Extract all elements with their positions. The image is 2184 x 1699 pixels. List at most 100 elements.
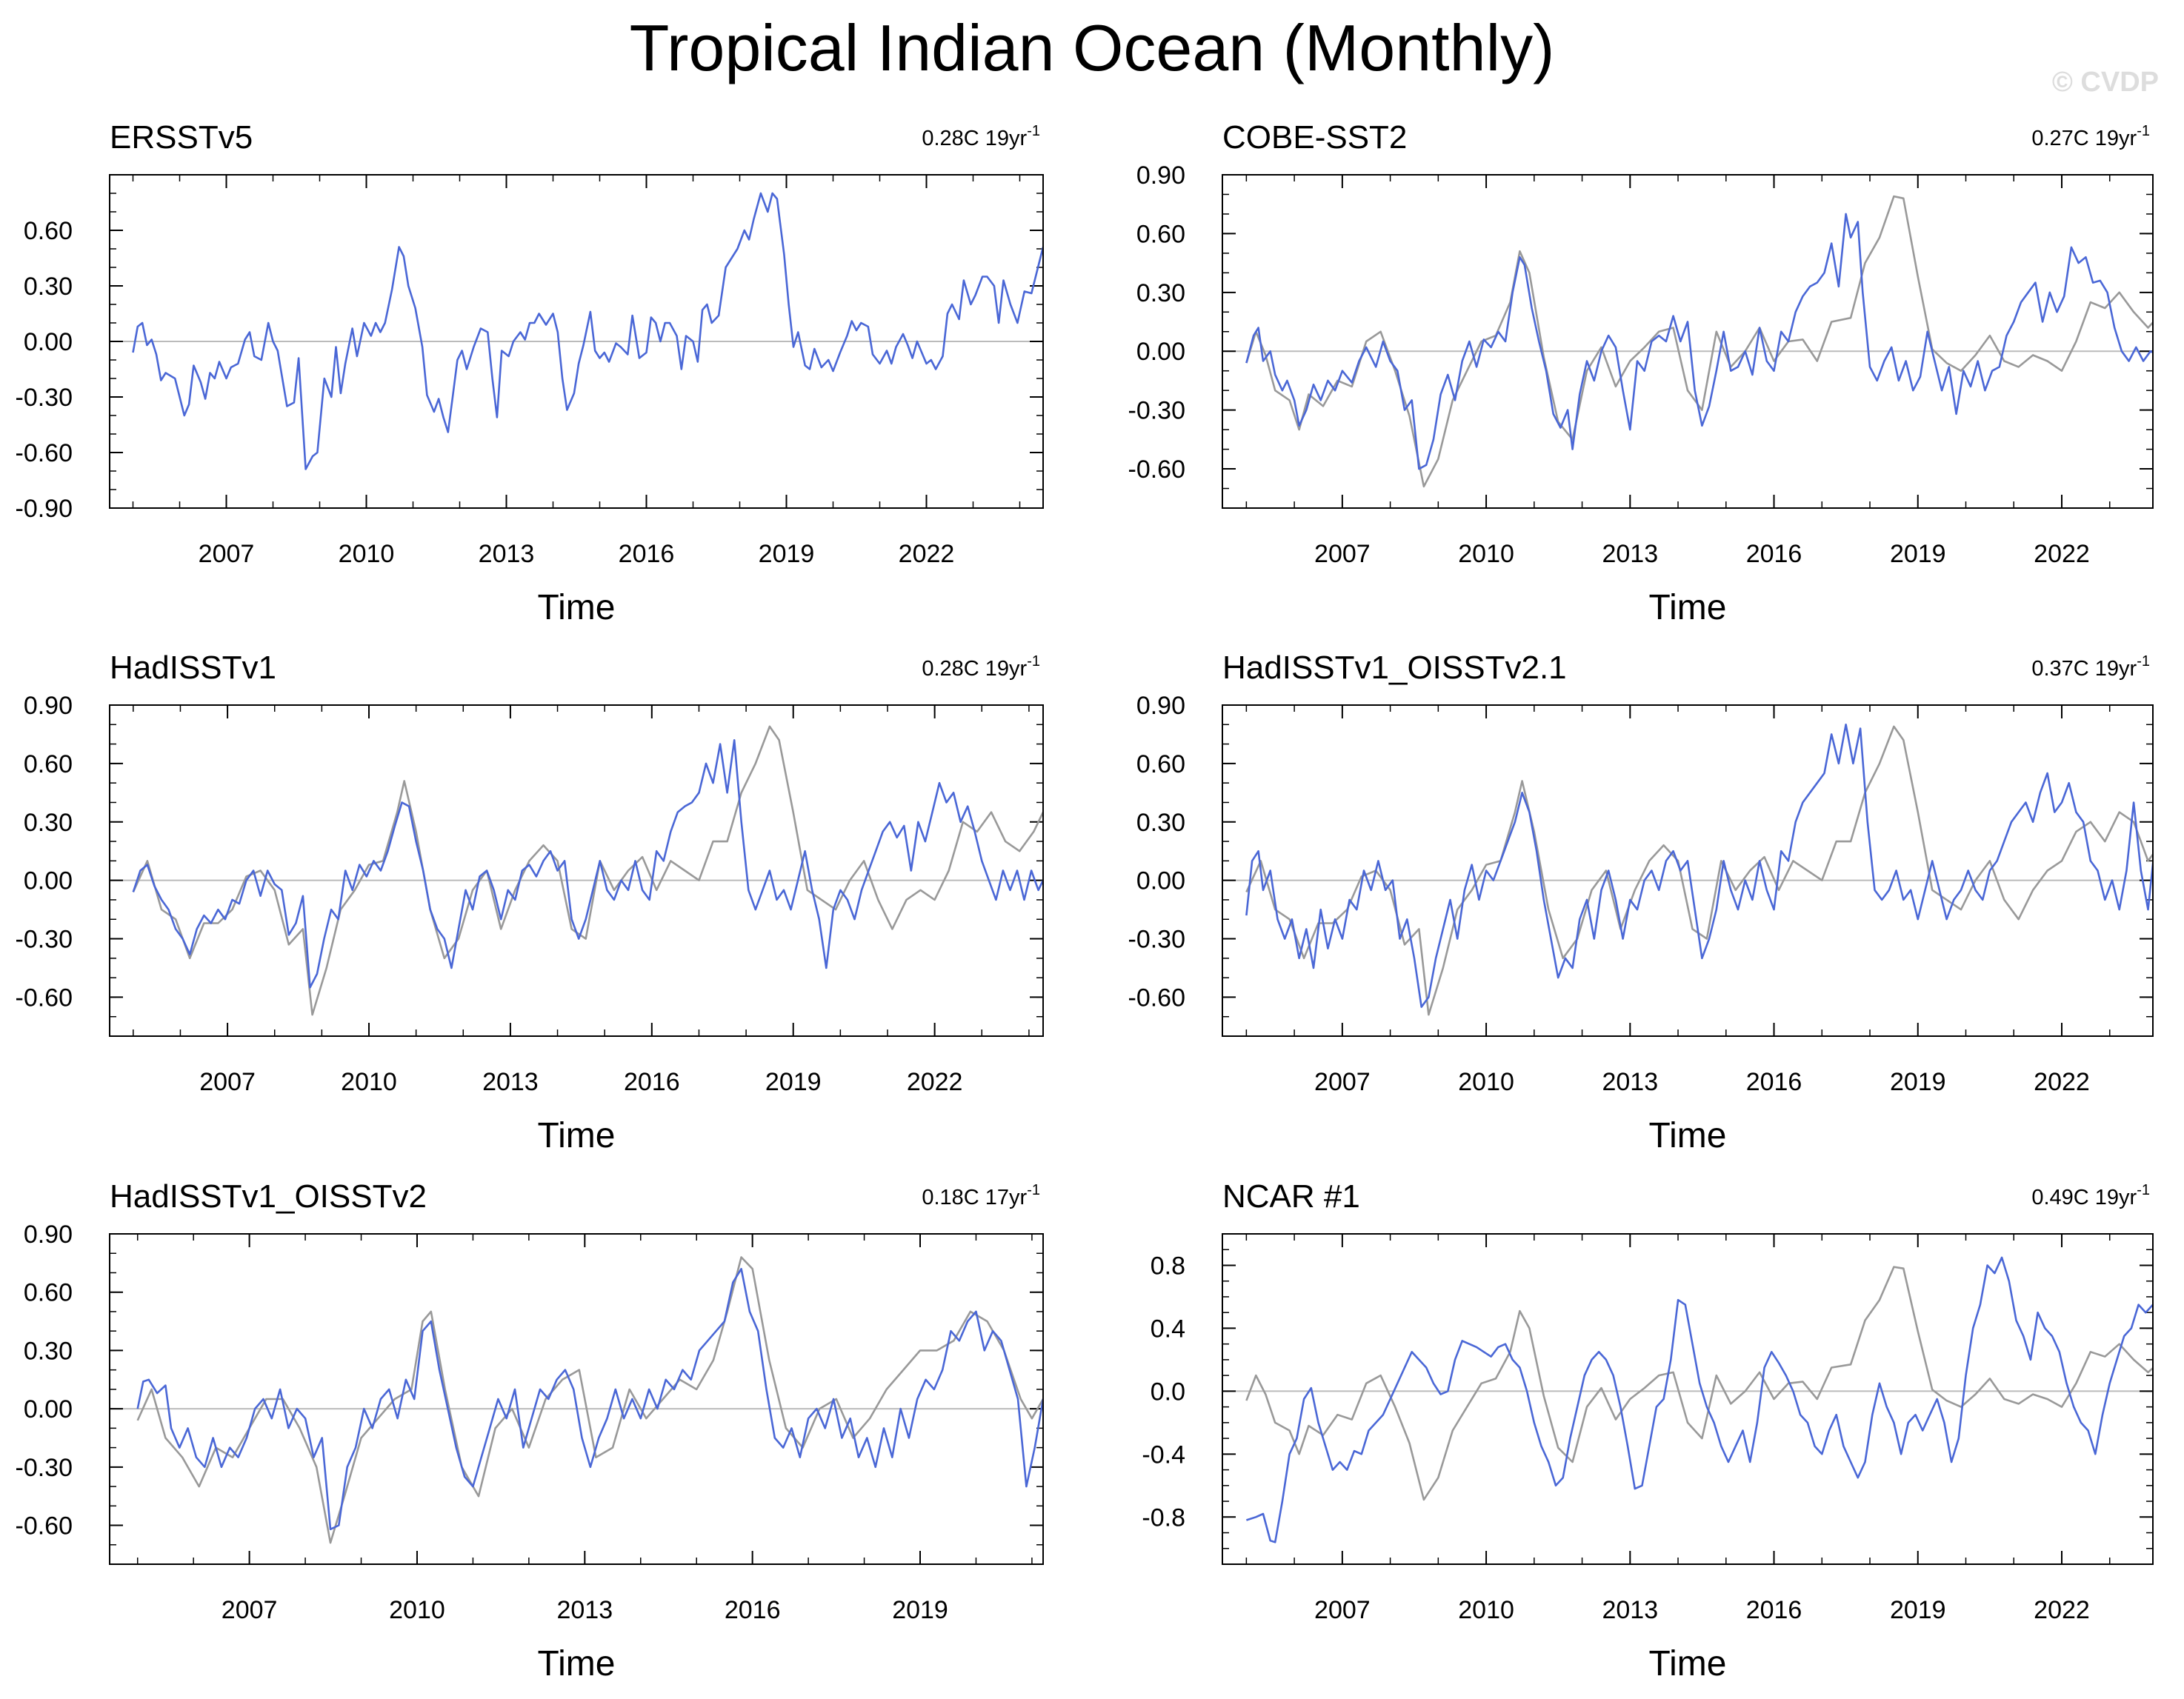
x-tick-label: 2019 (1890, 1068, 1946, 1096)
observed-series-line (1245, 725, 2153, 1016)
x-tick-label: 2022 (2034, 1068, 2090, 1096)
panel: HadISSTv1_OISSTv2 0.18C 17yr-1 2007 2010 201… (16, 1178, 1044, 1683)
trend-value: 0.49C 19yr (2031, 1186, 2137, 1209)
panel: ERSSTv5 0.28C 19yr-1 2007 2010 2013 2016 2019 2… (16, 119, 1044, 627)
y-tick-label: -0.90 (16, 495, 73, 523)
plot-frame (109, 1233, 1044, 1565)
main-title: Tropical Indian Ocean (Monthly) (629, 11, 1555, 84)
trend-exponent: -1 (1027, 123, 1040, 139)
x-tick-label: 2022 (2034, 1596, 2090, 1624)
x-tick-label: 2007 (222, 1596, 278, 1624)
trend-label: 0.37C 19yr-1 (2031, 653, 2150, 681)
panel: HadISSTv1_OISSTv2.1 0.37C 19yr-1 2007 2010 2… (1128, 650, 2154, 1155)
x-tick-label: 2007 (1314, 1068, 1371, 1096)
y-tick-label: 0.00 (24, 1395, 73, 1423)
observed-series-line (132, 725, 1043, 1016)
x-tick-label: 2010 (1458, 1596, 1514, 1624)
x-tick-label: 2007 (199, 540, 255, 568)
y-tick-label: -0.30 (16, 384, 73, 412)
y-tick-label: 0.8 (1151, 1252, 1185, 1280)
y-tick-label: 0.60 (1136, 220, 1185, 248)
x-tick-label: 2013 (479, 540, 535, 568)
trend-exponent: -1 (2137, 1182, 2150, 1198)
model-series-line (136, 1267, 1043, 1531)
x-tick-label: 2013 (556, 1596, 613, 1624)
x-tick-label: 2022 (2034, 540, 2090, 568)
y-tick-label: -0.60 (16, 1512, 73, 1541)
plot-frame (1222, 174, 2154, 509)
y-tick-label: 0.90 (24, 692, 73, 720)
y-tick-label: 0.00 (1136, 867, 1185, 895)
y-tick-label: 0.60 (24, 217, 73, 245)
y-tick-label: -0.30 (1128, 926, 1186, 954)
x-axis-title: Time (1649, 588, 1727, 627)
trend-label: 0.28C 19yr-1 (922, 123, 1040, 150)
y-tick-label: 0.60 (24, 1279, 73, 1307)
y-tick-label: 0.30 (1136, 279, 1185, 307)
y-tick-label: -0.8 (1142, 1503, 1185, 1532)
model-series-line (1245, 723, 2153, 1008)
x-tick-label: 2019 (1890, 540, 1946, 568)
x-tick-label: 2016 (1746, 1596, 1802, 1624)
x-tick-label: 2016 (1746, 540, 1802, 568)
y-tick-label: -0.60 (16, 439, 73, 467)
y-tick-label: -0.30 (16, 926, 73, 954)
model-series-line (1245, 213, 2153, 470)
plot-frame (1222, 1233, 2154, 1565)
x-tick-label: 2010 (1458, 540, 1514, 568)
trend-exponent: -1 (2137, 123, 2150, 139)
plot-frame (1222, 704, 2154, 1037)
x-tick-label: 2016 (619, 540, 675, 568)
trend-exponent: -1 (1027, 653, 1040, 670)
x-tick-label: 2010 (1458, 1068, 1514, 1096)
trend-value: 0.28C 19yr (922, 657, 1027, 681)
x-tick-label: 2019 (892, 1596, 948, 1624)
y-tick-label: 0.30 (24, 273, 73, 301)
observed-series-line (1245, 195, 2153, 488)
x-tick-label: 2022 (899, 540, 955, 568)
trend-label: 0.18C 17yr-1 (922, 1182, 1040, 1209)
x-tick-label: 2019 (765, 1068, 822, 1096)
trend-value: 0.37C 19yr (2031, 657, 2137, 681)
trend-exponent: -1 (2137, 653, 2150, 670)
trend-label: 0.49C 19yr-1 (2031, 1182, 2150, 1209)
x-tick-label: 2019 (759, 540, 815, 568)
x-axis-title: Time (538, 1644, 616, 1683)
y-tick-label: -0.30 (16, 1454, 73, 1482)
panel-title: NCAR #1 (1222, 1178, 1360, 1215)
y-tick-label: 0.60 (24, 750, 73, 778)
trend-value: 0.28C 19yr (922, 127, 1027, 150)
x-tick-label: 2007 (199, 1068, 256, 1096)
x-tick-label: 2013 (1602, 1596, 1658, 1624)
x-axis-title: Time (538, 1116, 616, 1155)
y-tick-label: 0.0 (1151, 1378, 1185, 1406)
model-series-line (132, 192, 1043, 470)
x-tick-label: 2016 (624, 1068, 680, 1096)
watermark: © CVDP (2051, 67, 2159, 98)
observed-series-line (136, 1256, 1043, 1544)
y-tick-label: -0.30 (1128, 397, 1186, 425)
plot-frame (109, 174, 1044, 509)
panel: NCAR #1 0.49C 19yr-1 2007 2010 2013 2016 2019 2… (1142, 1178, 2154, 1683)
x-axis-title: Time (1649, 1116, 1727, 1155)
trend-exponent: -1 (1027, 1182, 1040, 1198)
x-tick-label: 2013 (482, 1068, 539, 1096)
y-tick-label: -0.60 (1128, 455, 1186, 484)
trend-label: 0.28C 19yr-1 (922, 653, 1040, 681)
x-tick-label: 2010 (339, 540, 395, 568)
y-tick-label: 0.90 (24, 1221, 73, 1249)
x-tick-label: 2016 (725, 1596, 781, 1624)
x-tick-label: 2010 (389, 1596, 445, 1624)
x-tick-label: 2010 (341, 1068, 397, 1096)
x-tick-label: 2013 (1602, 1068, 1658, 1096)
x-axis-title: Time (538, 588, 616, 627)
x-tick-label: 2016 (1746, 1068, 1802, 1096)
y-tick-label: 0.30 (24, 809, 73, 837)
trend-label: 0.27C 19yr-1 (2031, 123, 2150, 150)
panel: COBE-SST2 0.27C 19yr-1 2007 2010 2013 2016 201… (1128, 119, 2154, 627)
x-tick-label: 2013 (1602, 540, 1658, 568)
panel-title: HadISSTv1_OISSTv2 (110, 1178, 427, 1215)
y-tick-label: -0.4 (1142, 1441, 1185, 1469)
y-tick-label: 0.4 (1151, 1315, 1185, 1343)
y-tick-label: 0.60 (1136, 750, 1185, 778)
